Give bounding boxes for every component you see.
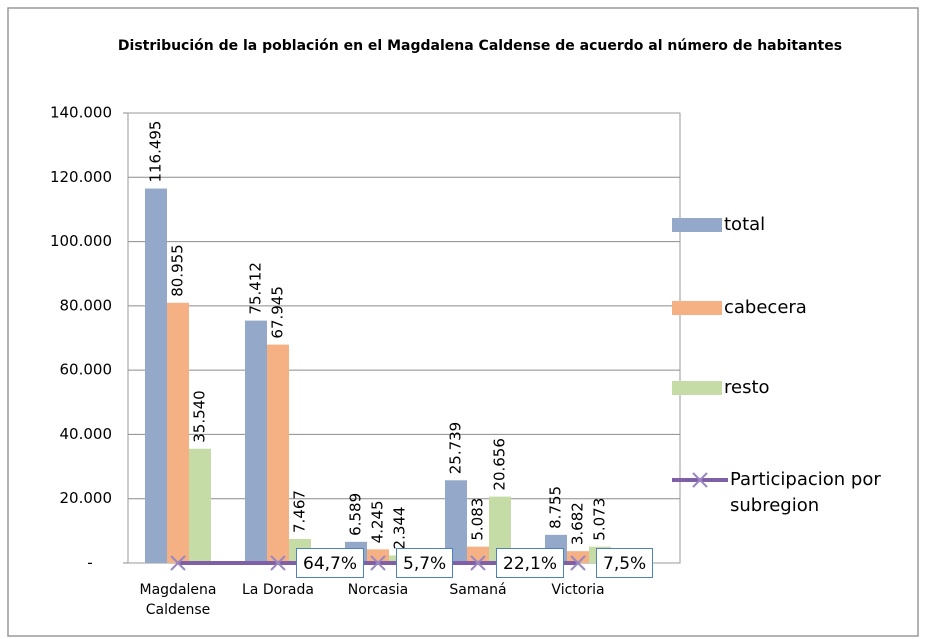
data-label: 116.495 <box>147 121 165 183</box>
y-tick-label: 40.000 <box>60 425 113 443</box>
data-label: 75.412 <box>247 262 265 315</box>
bar <box>167 302 189 563</box>
data-label: 5,7% <box>396 547 454 578</box>
y-tick-label: 100.000 <box>50 232 112 250</box>
data-label: 7,5% <box>596 547 654 578</box>
legend-label: total <box>724 214 766 235</box>
x-tick-label: Magdalena Caldense <box>139 582 217 618</box>
x-tick-label: Victoria <box>551 582 605 598</box>
legend-swatch <box>672 381 722 395</box>
bar <box>489 496 511 563</box>
data-label: 6.589 <box>347 493 365 536</box>
data-label: 35.540 <box>191 390 209 443</box>
legend-swatch <box>672 301 722 315</box>
data-label: 2.344 <box>391 507 409 550</box>
x-tick-label: Samaná <box>449 582 507 598</box>
x-tick-label: La Dorada <box>242 582 314 598</box>
data-label: 25.739 <box>447 422 465 475</box>
data-label: 3.682 <box>569 502 587 545</box>
legend-label: resto <box>724 377 770 398</box>
data-label: 67.945 <box>269 286 287 339</box>
chart-title: Distribución de la población en el Magda… <box>117 38 843 54</box>
data-label: 20.656 <box>491 438 509 491</box>
bar <box>567 551 589 563</box>
data-label: 8.755 <box>547 486 565 529</box>
y-tick-label: 20.000 <box>60 489 113 507</box>
line-marker <box>470 555 486 571</box>
data-label: 80.955 <box>169 244 187 297</box>
y-tick-label: - <box>87 554 92 572</box>
legend-item: cabecera <box>672 295 922 321</box>
data-label: 22,1% <box>496 547 565 578</box>
plot-area <box>127 112 681 564</box>
line-marker <box>270 555 286 571</box>
line-marker <box>370 555 386 571</box>
bar <box>367 549 389 563</box>
y-tick-label: 120.000 <box>50 168 112 186</box>
data-label: 64,7% <box>296 547 365 578</box>
x-tick-label: Norcasia <box>347 582 409 598</box>
y-tick-label: 140.000 <box>50 104 112 122</box>
data-label: 5.073 <box>591 498 609 541</box>
bar <box>267 344 289 563</box>
y-tick-label: 60.000 <box>60 361 113 379</box>
data-label: 5.083 <box>469 498 487 541</box>
line-marker <box>570 555 586 571</box>
legend-item: resto <box>672 375 922 401</box>
legend-label: cabecera <box>724 297 807 318</box>
line-marker <box>170 555 186 571</box>
legend-item: Participacion por subregion <box>672 467 922 519</box>
bar <box>445 480 467 563</box>
bar <box>245 320 267 563</box>
legend-marker <box>692 472 708 488</box>
bar <box>467 546 489 563</box>
legend-label: Participacion por subregion <box>730 469 881 516</box>
data-label: 4.245 <box>369 500 387 543</box>
legend-swatch <box>672 472 728 488</box>
legend-item: total <box>672 212 922 238</box>
bar <box>145 188 167 563</box>
legend-swatch <box>672 218 722 232</box>
y-tick-label: 80.000 <box>60 296 113 314</box>
data-label: 7.467 <box>291 490 309 533</box>
bar <box>189 448 211 563</box>
